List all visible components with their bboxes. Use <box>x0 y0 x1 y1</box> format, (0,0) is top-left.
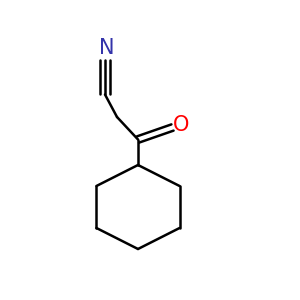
Text: N: N <box>99 38 114 58</box>
Text: O: O <box>173 115 190 135</box>
